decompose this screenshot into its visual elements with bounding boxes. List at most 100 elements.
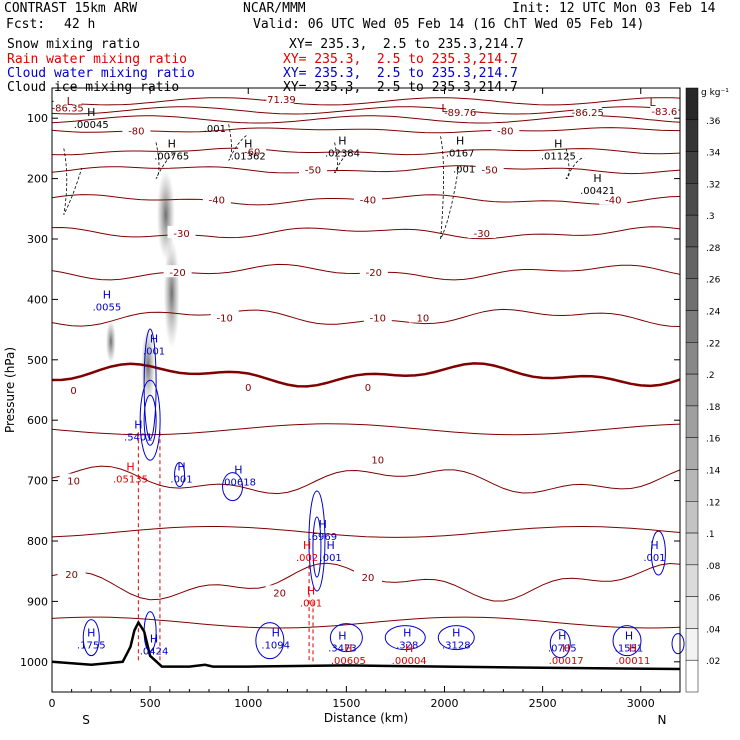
high-marker: H (344, 642, 352, 655)
colorbar-tick-label: .26 (706, 276, 721, 286)
cloud-water-contour (255, 622, 285, 660)
legend-cloudwater-name: Cloud water mixing ratio (7, 66, 195, 81)
high-value: .00011 (615, 656, 650, 667)
isotherm-label: 0 (245, 383, 251, 394)
x-axis-label: Distance (km) (324, 711, 408, 725)
legend-snow-xy: XY= 235.3, 2.5 to 235.3,214.7 (289, 37, 524, 52)
label-bg (234, 379, 263, 392)
cloud-water-contour (174, 462, 186, 488)
label-bg (467, 225, 496, 238)
high-marker: H (103, 288, 111, 301)
isotherm-label: 10 (67, 477, 80, 488)
forecast-hours: 42 h (64, 17, 96, 32)
low-marker: L (67, 95, 74, 108)
high-value: .0167 (446, 148, 475, 159)
high-marker: H (405, 642, 413, 655)
x-tick-label: 1500 (332, 697, 360, 710)
org-label: NCAR/MMM (243, 1, 306, 16)
isotherm-label: 0 (365, 383, 371, 394)
cloud-water-contour (650, 530, 666, 576)
isotherm-line (51, 226, 681, 240)
isotherm-label: -30 (474, 229, 490, 240)
label-bg (446, 105, 475, 118)
high-marker: H (177, 461, 185, 474)
isotherm-label: 20 (273, 588, 286, 599)
isotherm-label: -50 (481, 166, 497, 177)
cloud-ice-contour (440, 136, 459, 240)
y-tick-label: 800 (27, 535, 48, 548)
isotherm-label: -10 (217, 314, 233, 325)
colorbar-tick-label: .14 (706, 466, 721, 476)
snow-shade-mid (163, 238, 180, 349)
label-bg (573, 105, 602, 118)
colorbar-cell (685, 628, 699, 661)
colorbar-cell (685, 342, 699, 375)
colorbar-tick-label: .04 (706, 625, 721, 635)
colorbar-tick-label: .18 (706, 403, 721, 413)
isotherm-label: -86.35 (52, 103, 84, 114)
colorbar-tick-label: .34 (706, 149, 721, 159)
isotherm-label: -60 (244, 147, 260, 158)
isotherm-line (51, 616, 681, 629)
high-marker: H (244, 137, 252, 150)
colorbar-tick-label: .02 (706, 657, 720, 667)
isotherm-label: -83.6 (651, 107, 677, 118)
high-value: .0424 (140, 647, 169, 658)
isotherm-label: -50 (305, 166, 321, 177)
isotherm-label: 10 (417, 314, 430, 325)
cloud-water-contour (308, 490, 326, 592)
y-tick-label: 500 (27, 354, 48, 367)
cloud-ice-contour (565, 148, 585, 180)
high-value: .1551 (615, 644, 644, 655)
label-bg (599, 192, 628, 205)
cloud-ice-contour (63, 148, 83, 216)
chart-title: CONTRAST 15km ARW (4, 1, 138, 16)
colorbar-cell (685, 310, 699, 343)
colorbar-cell (685, 246, 699, 279)
colorbar-tick-label: .16 (706, 435, 721, 445)
colorbar-cell (685, 119, 699, 152)
high-marker: H (593, 172, 601, 185)
label-bg (57, 567, 86, 580)
y-tick-label: 400 (27, 293, 48, 306)
high-value: .3128 (442, 641, 471, 652)
high-value: .1094 (261, 641, 290, 652)
y-tick-label: 900 (27, 595, 48, 608)
high-marker: H (456, 134, 464, 147)
label-bg (53, 100, 82, 113)
isotherm-label: -20 (169, 268, 185, 279)
init-time: Init: 12 UTC Mon 03 Feb 14 (512, 1, 716, 16)
colorbar-cell (685, 278, 699, 311)
high-value: .00045 (74, 120, 109, 131)
x-tick-label: 3000 (627, 697, 655, 710)
isotherm-label: -30 (173, 229, 189, 240)
high-marker: H (452, 627, 460, 640)
high-value: .001 (300, 598, 322, 609)
high-value: .00017 (549, 656, 584, 667)
label-bg (59, 473, 88, 486)
y-tick-label: 600 (27, 414, 48, 427)
colorbar-cell (685, 214, 699, 248)
cloud-water-contour (329, 623, 363, 653)
y-tick-label: 300 (27, 233, 48, 246)
colorbar-cell (685, 532, 699, 566)
x-tick-label: 500 (140, 697, 161, 710)
label-bg (363, 452, 392, 465)
colorbar-cell (685, 183, 699, 216)
colorbar-tick-label: .08 (706, 562, 721, 572)
label-bg (210, 310, 239, 323)
label-bg (265, 585, 294, 598)
colorbar-cell (685, 151, 699, 184)
high-value: .001 (143, 347, 165, 358)
label-bg (491, 123, 520, 136)
high-marker: H (554, 137, 562, 150)
label-bg (59, 383, 88, 395)
terrain-line (51, 619, 681, 671)
y-tick-label: 100 (27, 112, 48, 125)
high-value: .001 (643, 553, 665, 564)
isotherm-label: -40 (605, 196, 621, 207)
isotherm-label: 0 (70, 386, 76, 397)
contour-label: .001 (204, 124, 226, 135)
colorbar-tick-label: .22 (706, 339, 720, 349)
